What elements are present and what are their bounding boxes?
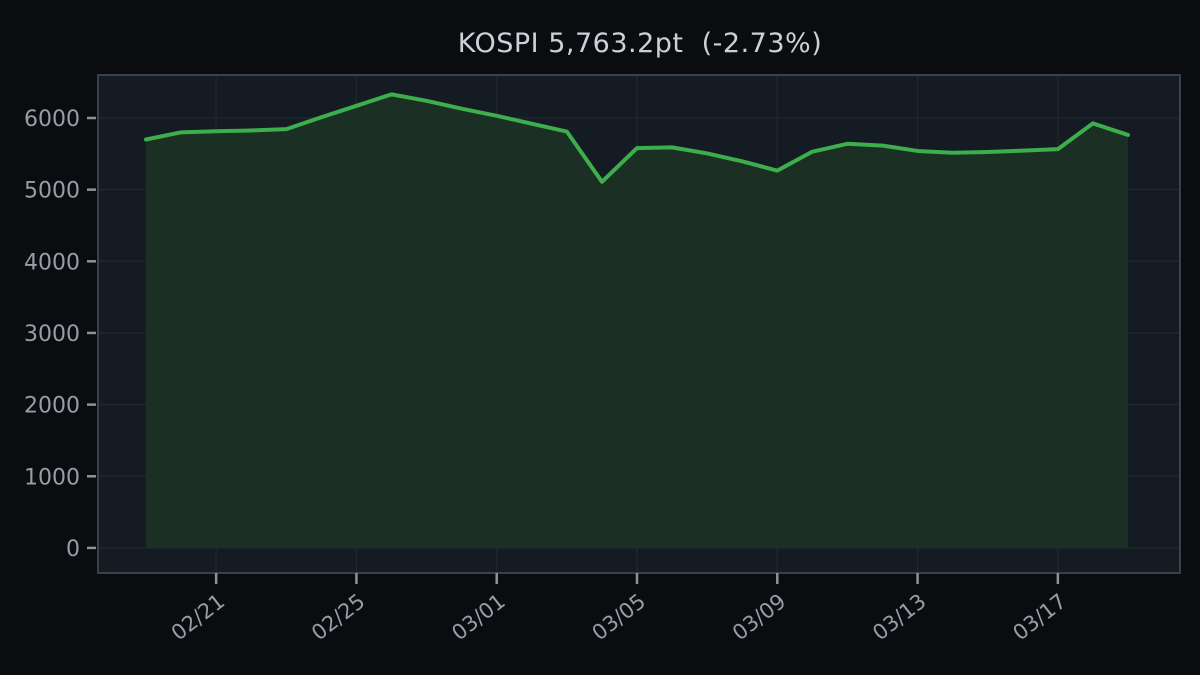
x-axis-tick-label: 03/13 — [868, 589, 930, 645]
area-fill — [146, 94, 1128, 548]
price-line — [144, 92, 1130, 184]
y-axis-tick-label: 3000 — [24, 322, 80, 347]
plot-border — [97, 74, 1181, 574]
y-axis-tick-label: 4000 — [24, 250, 80, 275]
x-axis-tick-label: 02/21 — [167, 589, 229, 645]
y-axis-tick-label: 1000 — [24, 465, 80, 490]
x-axis-tick-label: 03/09 — [728, 589, 790, 645]
x-axis-tick-label: 03/17 — [1008, 589, 1070, 645]
chart-title: KOSPI 5,763.2pt (-2.73%) — [457, 28, 823, 59]
x-axis-tick-label: 02/25 — [307, 589, 369, 645]
y-axis-tick-label: 6000 — [24, 107, 80, 132]
y-axis-tick-label: 0 — [66, 537, 80, 562]
y-axis-tick-label: 5000 — [24, 179, 80, 204]
y-axis-tick-label: 2000 — [24, 394, 80, 419]
x-axis-tick-label: 03/05 — [588, 589, 650, 645]
x-axis-tick-label: 03/01 — [447, 589, 509, 645]
